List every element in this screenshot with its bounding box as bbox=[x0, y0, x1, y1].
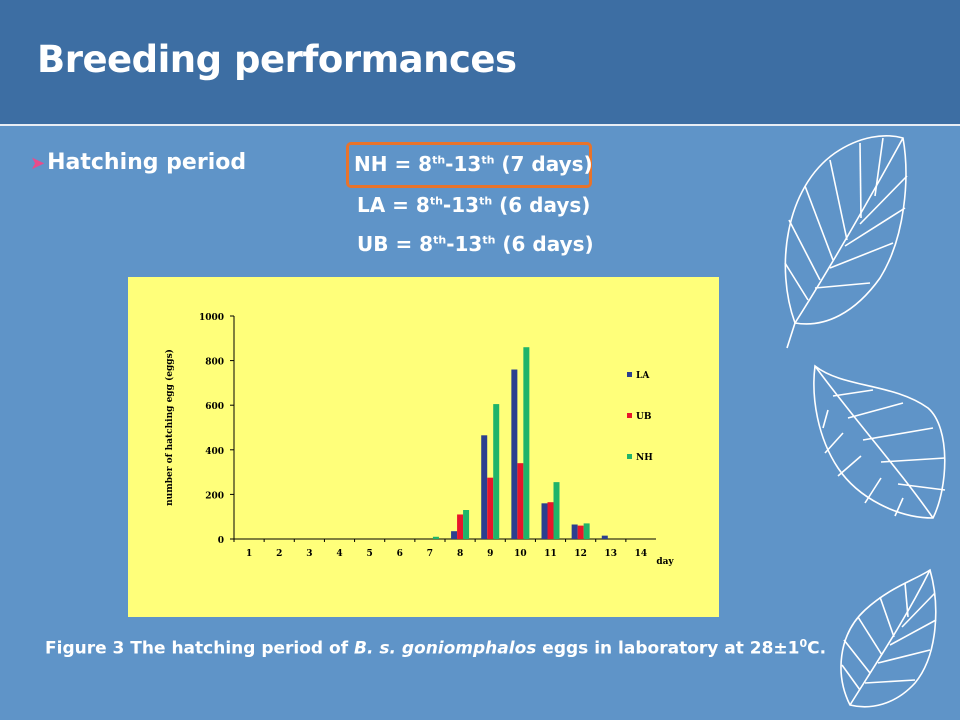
y-tick-label: 400 bbox=[205, 447, 224, 457]
period-ub: UB = 8th-13th (6 days) bbox=[357, 232, 594, 256]
bar-la-day-9 bbox=[481, 435, 488, 539]
x-tick-label: 12 bbox=[574, 549, 587, 559]
arrow-bullet-icon: ➤ bbox=[30, 153, 46, 174]
bar-nh-day-12 bbox=[583, 523, 590, 539]
x-tick-label: 14 bbox=[635, 549, 648, 559]
bar-nh-day-9 bbox=[493, 404, 500, 539]
x-tick-label: 8 bbox=[457, 549, 463, 559]
highlight-box bbox=[346, 142, 592, 188]
legend-label-ub: UB bbox=[636, 412, 652, 422]
x-tick-label: 11 bbox=[544, 549, 557, 559]
bar-la-day-12 bbox=[571, 524, 578, 539]
bar-ub-day-9 bbox=[487, 477, 494, 539]
x-tick-label: 7 bbox=[427, 549, 433, 559]
bar-la-day-13 bbox=[601, 535, 608, 539]
x-tick-label: 10 bbox=[514, 549, 527, 559]
x-tick-label: 3 bbox=[306, 549, 312, 559]
bar-la-day-10 bbox=[511, 369, 518, 539]
legend-swatch-ub bbox=[627, 413, 632, 418]
bar-ub-day-8 bbox=[457, 514, 464, 539]
y-tick-label: 800 bbox=[205, 358, 224, 368]
x-tick-label: 4 bbox=[336, 549, 342, 559]
y-tick-label: 0 bbox=[218, 536, 224, 546]
y-tick-label: 1000 bbox=[199, 313, 224, 323]
bar-nh-day-10 bbox=[523, 347, 530, 539]
figure-caption: Figure 3 The hatching period of B. s. go… bbox=[45, 637, 827, 659]
legend-swatch-la bbox=[627, 372, 632, 377]
legend-label-la: LA bbox=[636, 371, 650, 381]
bullet-hatching-period: ➤Hatching period bbox=[30, 150, 246, 175]
x-tick-label: 9 bbox=[487, 549, 493, 559]
bar-la-day-11 bbox=[541, 503, 548, 539]
bullet-text: Hatching period bbox=[47, 150, 247, 175]
bar-nh-day-11 bbox=[553, 482, 560, 539]
legend-swatch-nh bbox=[627, 454, 632, 459]
y-tick-label: 200 bbox=[205, 491, 224, 501]
leaf-illustration-middle bbox=[813, 364, 946, 519]
x-tick-label: 6 bbox=[397, 549, 403, 559]
x-axis-label: day bbox=[656, 557, 674, 567]
y-tick-label: 600 bbox=[205, 402, 224, 412]
period-nh: NH = 8th-13th (7 days) bbox=[354, 152, 593, 176]
bar-la-day-8 bbox=[451, 531, 458, 539]
x-tick-label: 2 bbox=[276, 549, 282, 559]
title-bar: Breeding performances bbox=[0, 0, 960, 126]
y-axis-label: number of hatching egg (eggs) bbox=[164, 349, 175, 506]
bar-ub-day-10 bbox=[517, 463, 524, 539]
x-tick-label: 1 bbox=[246, 549, 252, 559]
slide-title: Breeding performances bbox=[37, 38, 517, 81]
x-tick-label: 13 bbox=[605, 549, 618, 559]
bar-nh-day-8 bbox=[463, 510, 470, 539]
x-tick-label: 5 bbox=[367, 549, 373, 559]
period-la: LA = 8th-13th (6 days) bbox=[357, 193, 591, 217]
leaf-illustration-bottom bbox=[840, 568, 937, 708]
bar-ub-day-12 bbox=[577, 525, 584, 539]
leaf-illustration-top bbox=[784, 135, 908, 349]
legend-label-nh: NH bbox=[636, 453, 653, 463]
bar-nh-day-7 bbox=[432, 536, 439, 539]
chart-area: 0 200 400 600 800 1000 1 2 3 4 5 6 7 8 9 10 11 12 13 14 numb… bbox=[128, 277, 719, 617]
bar-ub-day-11 bbox=[547, 502, 554, 539]
